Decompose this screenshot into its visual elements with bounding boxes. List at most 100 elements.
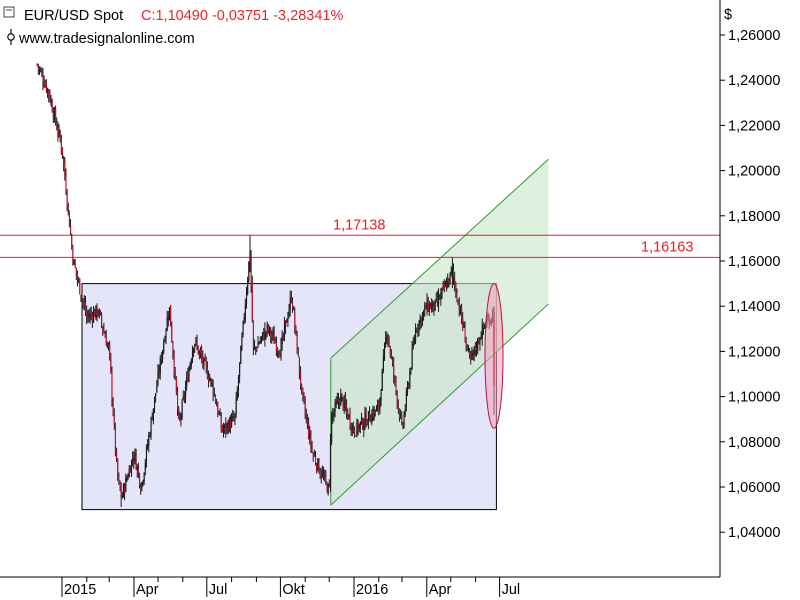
- candle-body: [129, 468, 131, 473]
- candle-body: [193, 348, 195, 353]
- candle-body: [279, 354, 281, 358]
- candle-body: [477, 338, 479, 352]
- candle-body: [103, 330, 105, 333]
- candle-body: [457, 301, 459, 303]
- candle-body: [466, 344, 468, 348]
- candle-body: [293, 308, 295, 310]
- candle-body: [454, 279, 456, 285]
- candle-body: [430, 304, 432, 309]
- candle-body: [438, 295, 440, 305]
- candle-body: [404, 408, 406, 415]
- candle-body: [80, 294, 82, 298]
- candle-body: [370, 421, 372, 423]
- candle-body: [328, 483, 330, 485]
- candle-body: [122, 485, 125, 496]
- candle-body: [36, 64, 38, 66]
- candle-body: [364, 413, 366, 425]
- candle-body: [308, 423, 310, 438]
- y-tick-label: 1,06000: [728, 480, 780, 496]
- candle-body: [232, 416, 234, 419]
- candle-body: [277, 348, 279, 351]
- candle-body: [290, 296, 292, 302]
- source-label[interactable]: www.tradesignalonline.com: [18, 31, 195, 47]
- candle-body: [112, 399, 114, 416]
- candle-body: [136, 466, 138, 471]
- candle-body: [257, 343, 259, 348]
- candle-body: [59, 132, 61, 140]
- candle-body: [201, 352, 203, 358]
- candle-body: [162, 350, 164, 360]
- candle-body: [305, 414, 307, 419]
- candle-body: [318, 460, 320, 474]
- candle-body: [342, 397, 344, 409]
- candle-body: [295, 325, 297, 332]
- window-menu-icon[interactable]: [3, 6, 15, 18]
- candle-body: [346, 405, 348, 412]
- candle-body: [412, 343, 414, 348]
- candle-body: [327, 483, 329, 494]
- candle-body: [248, 261, 250, 282]
- candle-body: [139, 473, 141, 486]
- candle-body: [227, 424, 229, 432]
- candle-body: [203, 358, 205, 366]
- candle-body: [362, 418, 364, 429]
- candle-body: [145, 447, 148, 462]
- candle-body: [336, 399, 338, 403]
- candle-body: [243, 317, 245, 321]
- candle-body: [373, 409, 375, 419]
- candle-body: [236, 389, 238, 400]
- candle-body: [205, 361, 207, 367]
- candle-body: [51, 102, 53, 113]
- candle-body: [410, 368, 412, 371]
- candle-body: [453, 269, 455, 278]
- candle-body: [361, 417, 363, 424]
- candle-body: [75, 267, 77, 275]
- candle-body: [394, 376, 396, 379]
- candle-body: [446, 284, 448, 289]
- candle-body: [286, 319, 288, 323]
- candle-body: [447, 279, 449, 288]
- candle-body: [94, 311, 96, 317]
- candle-body: [459, 307, 461, 314]
- candle-body: [332, 413, 334, 417]
- candle-body: [113, 414, 115, 425]
- candle-body: [470, 353, 472, 359]
- candle-body: [298, 356, 300, 374]
- candle-body: [72, 246, 74, 264]
- symbol-label: EUR/USD Spot: [24, 8, 123, 24]
- candle-body: [312, 453, 314, 456]
- candle-body: [434, 299, 436, 311]
- candle-body: [133, 458, 135, 462]
- candle-body: [329, 440, 332, 485]
- y-tick-label: 1,04000: [728, 525, 780, 541]
- candle-body: [190, 360, 192, 366]
- candle-body: [181, 401, 183, 418]
- candle-body: [389, 346, 391, 355]
- candle-body: [244, 304, 246, 320]
- candle-body: [367, 411, 369, 423]
- candle-body: [334, 402, 336, 412]
- candle-body: [355, 435, 357, 437]
- candle-body: [40, 70, 42, 72]
- candle-body: [155, 393, 157, 397]
- candle-body: [323, 474, 325, 477]
- candle-body: [150, 418, 152, 435]
- candle-body: [235, 398, 237, 415]
- candle-body: [88, 317, 90, 319]
- candle-body: [441, 288, 443, 294]
- candle-body: [49, 93, 51, 102]
- candle-body: [458, 303, 460, 312]
- candle-body: [378, 402, 380, 410]
- candle-body: [175, 377, 177, 393]
- candle-body: [165, 330, 167, 339]
- candle-body: [45, 82, 47, 92]
- candle-body: [349, 414, 351, 427]
- candle-body: [168, 307, 171, 320]
- candle-body: [325, 473, 327, 482]
- y-tick-label: 1,08000: [728, 435, 780, 451]
- candle-body: [270, 329, 272, 337]
- candle-body: [273, 333, 275, 344]
- candle-body: [403, 414, 405, 427]
- candle-body: [465, 342, 467, 345]
- candle-body: [91, 315, 93, 321]
